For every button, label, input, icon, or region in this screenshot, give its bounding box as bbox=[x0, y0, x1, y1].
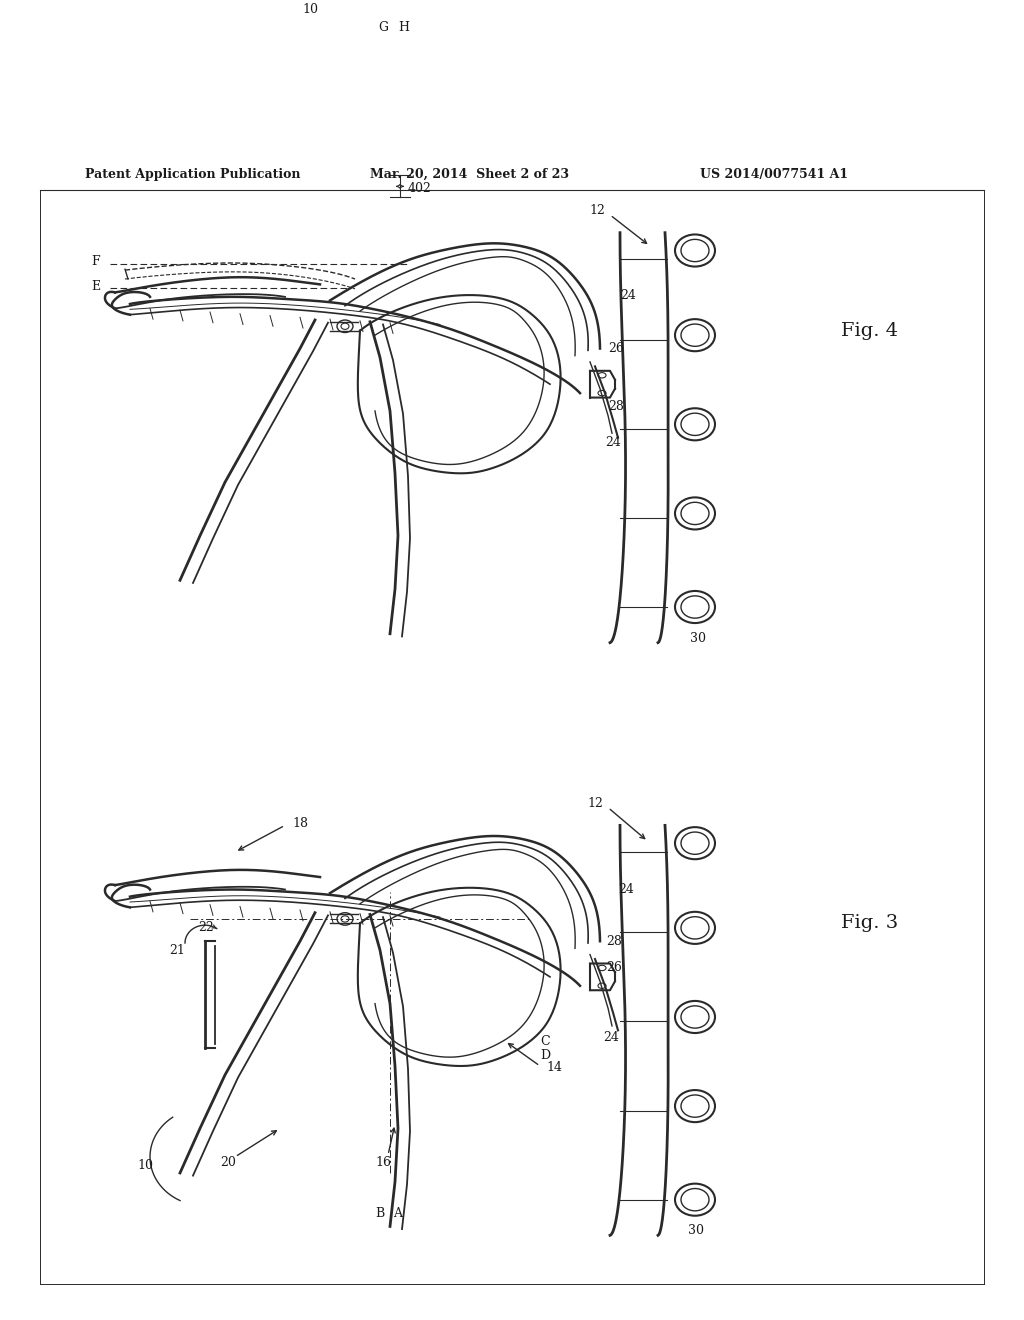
Text: E: E bbox=[91, 280, 100, 293]
Text: 24: 24 bbox=[618, 883, 634, 896]
Text: 24: 24 bbox=[603, 1031, 618, 1044]
Text: A: A bbox=[393, 1206, 402, 1220]
Text: Mar. 20, 2014  Sheet 2 of 23: Mar. 20, 2014 Sheet 2 of 23 bbox=[370, 168, 569, 181]
Text: 21: 21 bbox=[169, 944, 185, 957]
Text: 26: 26 bbox=[606, 961, 622, 974]
Text: H: H bbox=[398, 21, 409, 34]
Text: 18: 18 bbox=[292, 817, 308, 830]
Text: US 2014/0077541 A1: US 2014/0077541 A1 bbox=[700, 168, 848, 181]
Text: 22: 22 bbox=[198, 921, 214, 935]
Text: 28: 28 bbox=[608, 400, 624, 413]
Text: 402: 402 bbox=[408, 182, 432, 194]
Text: 12: 12 bbox=[587, 796, 603, 809]
Text: D: D bbox=[540, 1049, 550, 1061]
Text: 16: 16 bbox=[375, 1156, 391, 1168]
Text: 24: 24 bbox=[620, 289, 636, 301]
Text: Patent Application Publication: Patent Application Publication bbox=[85, 168, 300, 181]
Text: G: G bbox=[378, 21, 388, 34]
Text: 10: 10 bbox=[302, 4, 318, 16]
Text: B: B bbox=[376, 1206, 385, 1220]
Text: 20: 20 bbox=[220, 1156, 236, 1168]
Text: 14: 14 bbox=[546, 1061, 562, 1074]
Text: 30: 30 bbox=[690, 632, 706, 644]
Text: 30: 30 bbox=[688, 1225, 705, 1237]
Text: 12: 12 bbox=[589, 203, 605, 216]
Text: C: C bbox=[540, 1035, 550, 1048]
Text: 28: 28 bbox=[606, 935, 622, 948]
Text: 26: 26 bbox=[608, 342, 624, 355]
Text: Fig. 3: Fig. 3 bbox=[842, 915, 899, 932]
Text: F: F bbox=[91, 255, 100, 268]
Text: 10: 10 bbox=[137, 1159, 153, 1172]
Text: 24: 24 bbox=[605, 436, 621, 449]
Text: Fig. 4: Fig. 4 bbox=[842, 322, 899, 339]
